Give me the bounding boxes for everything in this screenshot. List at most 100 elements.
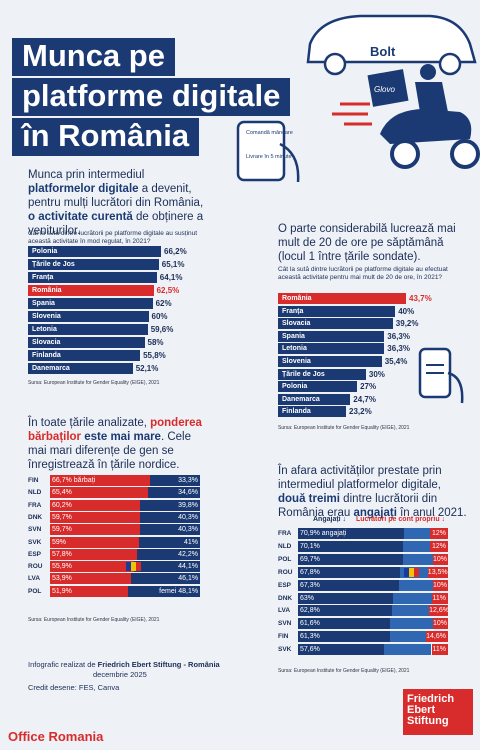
other-segment-6 [392, 605, 430, 617]
title-line-3: în România [12, 118, 200, 156]
bar-3: România [28, 285, 154, 296]
emp-category-2: POL [278, 555, 292, 563]
female-segment-3: 40,3% [139, 511, 200, 523]
male-segment-2: 60,2% [50, 499, 141, 511]
glovo-logo-text: Glovo [374, 85, 395, 94]
selfemployed-segment-4: 10% [433, 579, 448, 591]
employed-segment-6: 62,8% [298, 605, 393, 617]
bar-value-9: 52,1% [135, 364, 159, 373]
phone-hand-icon [418, 347, 464, 404]
bar-1: Franța [278, 305, 396, 317]
phone-text-2: Livrare în 5 minute [246, 154, 292, 160]
male-segment-6: 57,8% [50, 548, 137, 560]
gender-category-5: SVK [28, 538, 42, 546]
bar-value-5: 60% [151, 312, 168, 321]
employed-segment-1: 70,1% [298, 540, 404, 552]
bar-8: Danemarca [278, 393, 351, 405]
ro-flag-yellow [130, 562, 136, 572]
s4-text-b: două treimi [278, 493, 340, 505]
bar-value-1: 40% [398, 306, 415, 316]
col-employed-header: Angajați ↓ [313, 516, 347, 523]
female-segment-5: 41% [138, 536, 200, 548]
s2-question: Cât la sută dintre lucrătorii pe platfor… [278, 266, 448, 281]
bar-value-0: 66,2% [164, 247, 187, 256]
other-segment-0 [404, 528, 430, 539]
s1-text-d: o activitate curentă [28, 211, 133, 223]
female-segment-4: 40,3% [139, 524, 200, 536]
female-segment-8: 46,1% [130, 573, 201, 585]
bar-5: Slovenia [278, 356, 382, 367]
section2-text: O parte considerabilă lucrează mai mult … [278, 223, 456, 263]
ro-flag-blue [125, 562, 131, 572]
ro-flag-yellow-2 [408, 567, 414, 577]
title-line-1: Munca pe [12, 38, 175, 76]
selfemployed-segment-1: 12% [430, 540, 448, 552]
selfemployed-segment-5: 11% [431, 592, 448, 604]
ro-flag-blue-2 [403, 567, 409, 577]
selfemployed-segment-8: 14,6% [426, 631, 448, 643]
employed-segment-7: 61,6% [298, 618, 391, 630]
other-segment-1 [403, 540, 430, 552]
footer-credit-a: Infografic realizat de [28, 660, 98, 669]
male-segment-3: 59,7% [50, 511, 140, 523]
selfemployed-segment-2: 10% [433, 553, 448, 565]
bar-9: Finlanda [278, 406, 346, 418]
other-segment-2 [402, 553, 433, 565]
bar-9: Danemarca [28, 363, 133, 374]
bar-value-1: 65,1% [161, 260, 185, 269]
bar-1: Țările de Jos [28, 259, 159, 270]
section1-text: Munca prin intermediul platformelor digi… [28, 168, 208, 238]
bar-0: România [278, 293, 406, 304]
fes-logo: Friedrich Ebert Stiftung [403, 689, 473, 735]
selfemployed-segment-3: 13,5% [427, 566, 449, 578]
bar-value-6: 59,6% [150, 325, 174, 334]
emp-category-6: LVA [278, 607, 291, 615]
gender-category-2: FRA [28, 501, 42, 509]
other-segment-9 [384, 644, 432, 656]
gender-category-1: NLD [28, 489, 42, 497]
s4-text-a: În afara activităților prestate prin int… [278, 465, 442, 491]
footer-date: decembrie 2025 [93, 670, 147, 679]
s3-text-a: În toate țările analizate, [28, 417, 151, 429]
bar-0: Polonia [28, 246, 161, 257]
bar-6: Țările de Jos [278, 368, 366, 380]
emp-category-8: FIN [278, 633, 289, 641]
bar-7: Polonia [278, 381, 358, 393]
emp-category-0: FRA [278, 530, 292, 537]
gender-category-8: LVA [28, 575, 41, 583]
bar-value-3: 62,5% [156, 286, 180, 295]
bar-5: Slovenia [28, 311, 149, 322]
bar-value-4: 36,3% [387, 344, 410, 354]
footer-credit: Infografic realizat de Friedrich Ebert S… [28, 660, 238, 669]
ro-flag-red-2 [413, 567, 419, 577]
emp-category-4: ESP [278, 581, 292, 589]
male-segment-0: 66,7% bărbați [50, 475, 151, 486]
col-selfemployed-header: Lucrători pe cont propriu ↓ [356, 516, 446, 523]
employed-segment-3: 67,8% [298, 566, 400, 578]
footer-credit-b: Friedrich Ebert Stiftung - România [97, 660, 220, 669]
bar-8: Finlanda [28, 350, 141, 361]
gender-category-6: ESP [28, 550, 42, 558]
employed-segment-8: 61,3% [298, 631, 390, 643]
s3-source: Sursa: European Institute for Gender Equ… [28, 617, 160, 623]
bar-value-7: 27% [360, 382, 377, 392]
bar-value-6: 30% [368, 369, 385, 379]
emp-category-5: DNK [278, 594, 293, 602]
emp-category-3: ROU [278, 568, 293, 576]
employed-segment-4: 67,3% [298, 579, 399, 591]
s1-text-a: Munca prin intermediul [28, 169, 145, 181]
bar-value-0: 43,7% [409, 294, 432, 303]
bar-value-8: 24,7% [353, 394, 376, 404]
female-segment-7: 44,1% [133, 561, 200, 573]
female-segment-6: 42,2% [136, 548, 200, 560]
bar-2: Slovacia [278, 318, 393, 330]
gender-category-4: SVN [28, 526, 42, 534]
emp-category-7: SVN [278, 620, 292, 628]
title-line-2: platforme digitale [12, 78, 291, 116]
male-segment-4: 59,7% [50, 524, 140, 536]
delivery-illustration: Bolt Glovo Comandă mâncare Livrare în 5 … [236, 14, 480, 182]
male-segment-8: 53,9% [50, 573, 131, 585]
bar-7: Slovacia [28, 337, 145, 348]
s1-text-b: platformelor digitale [28, 183, 139, 195]
male-segment-7: 55,9% [50, 561, 134, 573]
